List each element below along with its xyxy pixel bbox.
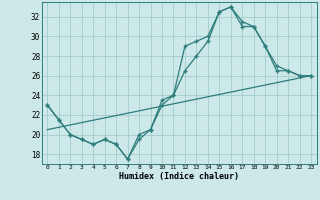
X-axis label: Humidex (Indice chaleur): Humidex (Indice chaleur)	[119, 172, 239, 181]
